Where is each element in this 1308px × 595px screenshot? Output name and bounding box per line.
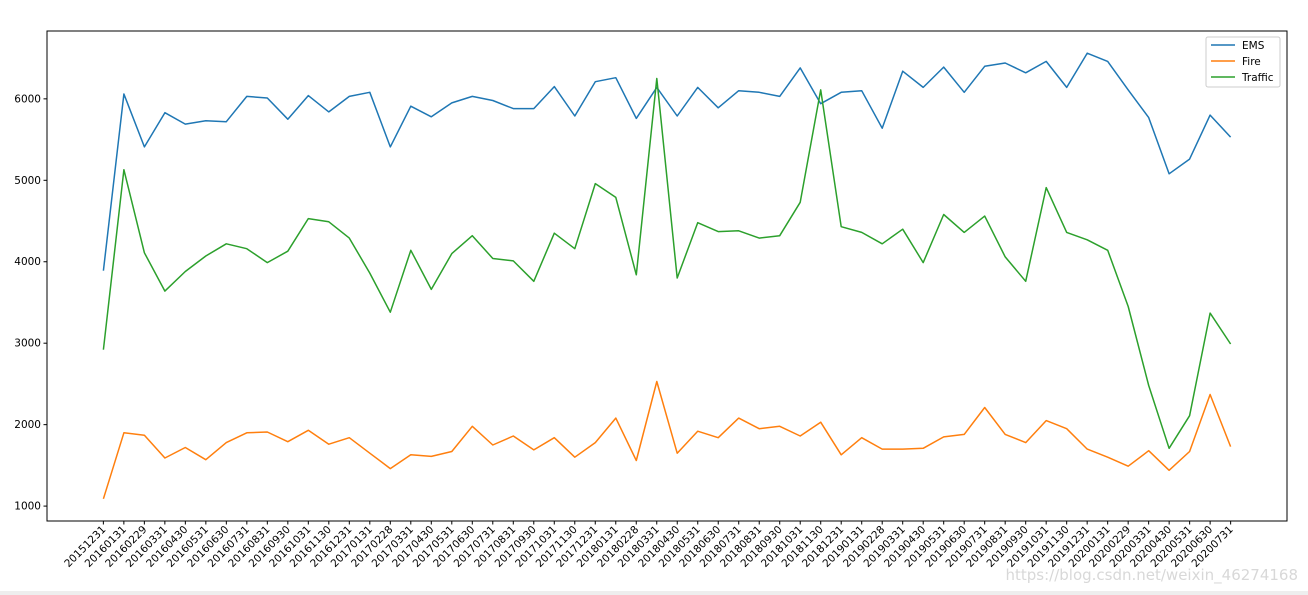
series-line-traffic <box>102 77 1232 450</box>
bottom-strip <box>0 591 1308 595</box>
legend-label-traffic: Traffic <box>1241 72 1274 84</box>
y-tick-label: 1000 <box>14 501 41 513</box>
y-tick-label: 2000 <box>14 419 41 431</box>
series-line-fire <box>102 380 1232 500</box>
watermark: https://blog.csdn.net/weixin_46274168 <box>1005 566 1298 584</box>
axes-frame <box>46 30 1288 522</box>
legend-label-ems: EMS <box>1242 40 1265 52</box>
y-tick-label: 6000 <box>14 93 41 105</box>
legend-box <box>1205 36 1281 88</box>
legend: EMS Fire Traffic <box>1205 36 1281 88</box>
y-tick-label: 3000 <box>14 338 41 350</box>
y-tick-label: 4000 <box>14 256 41 268</box>
series-line-ems <box>102 52 1232 271</box>
y-tick-label: 5000 <box>14 175 41 187</box>
legend-label-fire: Fire <box>1242 56 1261 68</box>
